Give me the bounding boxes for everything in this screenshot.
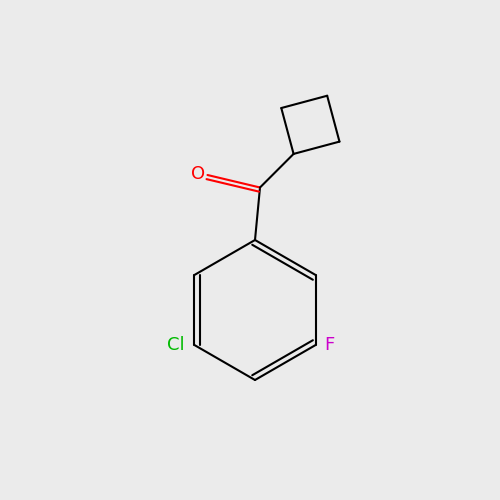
Text: O: O — [192, 164, 205, 182]
Text: Cl: Cl — [166, 336, 184, 354]
Text: F: F — [324, 336, 334, 354]
